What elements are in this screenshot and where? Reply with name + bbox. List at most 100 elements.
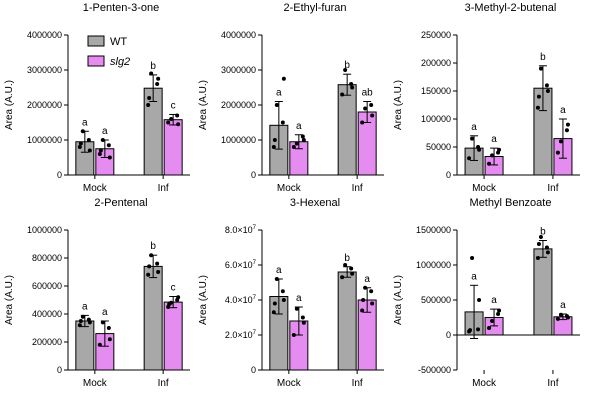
y-tick-exponent: 7 [253, 295, 257, 301]
data-point [86, 138, 91, 142]
bar-wt-inf [337, 84, 357, 176]
data-point [538, 66, 543, 71]
bar-slg2-inf [163, 119, 183, 176]
significance-letter: b [540, 52, 546, 63]
y-tick-label: 4000000 [221, 30, 256, 40]
data-point [80, 129, 85, 134]
data-point [280, 120, 285, 125]
data-point [294, 306, 299, 311]
data-point [558, 312, 563, 317]
data-point [271, 310, 276, 315]
data-point [176, 295, 181, 300]
y-tick-label: 3000000 [221, 65, 256, 75]
x-tick-label: Mock [472, 378, 497, 389]
data-point [149, 253, 154, 258]
y-tick-exponent: 7 [253, 330, 257, 336]
legend: WT slg2 [87, 35, 130, 68]
data-point [497, 147, 502, 152]
panel-6: Methyl Benzoate Area (A.U.) -500000 0 500000… [393, 197, 580, 389]
data-point [558, 139, 563, 144]
panel-2: 2-Ethyl-furan Area (A.U.) 0 1000000 2000000 3… [198, 2, 384, 194]
data-point [350, 271, 355, 276]
data-point [87, 320, 92, 325]
y-tick-label: 8.0×107 [225, 225, 257, 235]
y-tick-label: 500000 [421, 295, 451, 305]
data-point [468, 328, 473, 333]
y-tick-label: 0 [57, 365, 62, 375]
panel-title: 2-Ethyl-furan [284, 2, 347, 14]
significance-letter: a [364, 274, 370, 285]
significance-letter: a [560, 105, 566, 116]
significance-letter: a [102, 307, 108, 318]
data-point [487, 326, 492, 330]
significance-letter: c [171, 100, 176, 111]
data-point [300, 315, 305, 320]
data-point [363, 285, 368, 290]
data-point [340, 275, 345, 280]
data-point [166, 120, 171, 125]
data-point [301, 320, 306, 325]
x-tick-label: Mock [277, 183, 302, 194]
data-point [369, 103, 374, 107]
data-point [555, 150, 560, 155]
data-point [100, 138, 105, 142]
legend-label-slg2: slg2 [110, 56, 130, 68]
x-tick-label: Mock [472, 183, 497, 194]
legend-swatch-slg2 [87, 55, 105, 67]
bar-wt-mock [75, 320, 95, 371]
data-point [343, 263, 348, 267]
data-point [476, 327, 481, 332]
data-point [87, 148, 92, 153]
y-tick-label: 0 [446, 170, 451, 180]
data-point [155, 82, 160, 86]
panel-1: 1-Penten-3-one Area (A.U.) 0 1000000 2000000… [4, 2, 190, 194]
data-point [291, 333, 296, 337]
y-tick-exponent: 7 [253, 225, 257, 231]
data-point [107, 337, 112, 342]
data-point [496, 312, 501, 316]
data-point [564, 128, 569, 133]
data-point [272, 138, 277, 142]
y-axis-label: Area (A.U.) [393, 275, 404, 325]
significance-letter: a [276, 88, 282, 99]
data-point [156, 270, 161, 274]
panel-title: 3-Methyl-2-butenal [465, 2, 557, 14]
data-point [291, 145, 296, 149]
data-point [350, 85, 355, 90]
bar-slg2-inf [163, 301, 183, 371]
data-point [156, 76, 161, 81]
data-point [301, 138, 306, 142]
data-point [555, 316, 560, 321]
data-point [536, 94, 541, 99]
y-tick-label: 2.0×107 [225, 330, 257, 340]
data-point [294, 141, 299, 146]
data-point [370, 301, 375, 306]
significance-letter: b [150, 241, 156, 252]
y-tick-label: 200000 [421, 58, 451, 68]
significance-letter: a [560, 300, 566, 311]
x-tick-label: Inf [158, 183, 169, 194]
y-tick-exponent: 7 [253, 260, 257, 266]
x-tick-label: Mock [83, 378, 108, 389]
data-point [360, 120, 365, 125]
data-point [300, 134, 305, 139]
data-point [169, 117, 174, 121]
x-tick-label: Inf [547, 183, 558, 194]
data-point [280, 289, 285, 294]
data-point [100, 320, 105, 325]
y-tick-label: 50000 [426, 142, 451, 152]
panel-4: 2-Pentenal Area (A.U.) 0 200000 400000 600000… [4, 197, 190, 389]
data-point [272, 301, 277, 306]
data-point [470, 256, 475, 260]
data-point [146, 272, 151, 277]
data-point [107, 155, 112, 160]
panel-5: 3-Hexenal Area (A.U.) 0 2.0×107 4.0×107 6.0×1… [198, 197, 384, 389]
x-tick-label: Mock [277, 378, 302, 389]
data-point [343, 68, 348, 72]
data-point [349, 266, 354, 271]
data-point [274, 103, 279, 107]
significance-letter: b [344, 60, 350, 71]
data-point [545, 250, 550, 255]
y-tick-label: 3000000 [27, 65, 62, 75]
y-tick-label: 0 [251, 170, 256, 180]
